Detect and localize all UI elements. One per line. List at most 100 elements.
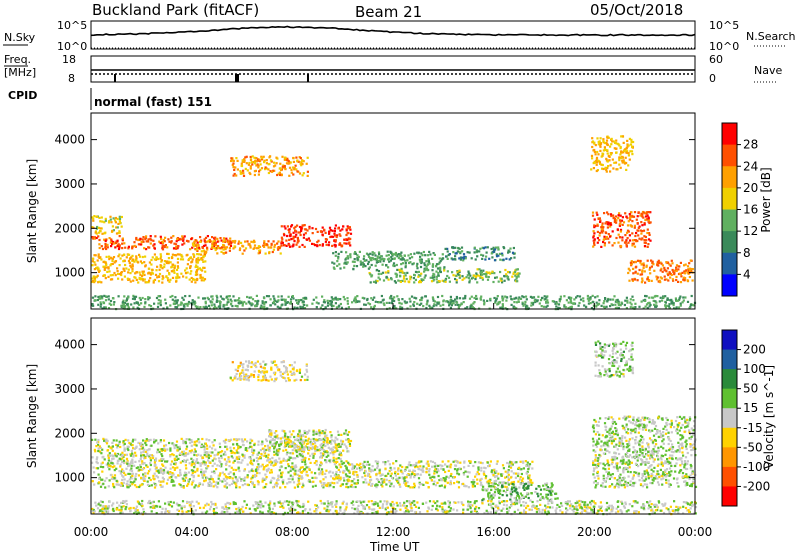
heatmap-cell [292, 237, 295, 240]
heatmap-cell [268, 430, 271, 433]
heatmap-cell [182, 239, 185, 242]
heatmap-cell [99, 465, 102, 468]
heatmap-cell [149, 235, 152, 238]
heatmap-cell [164, 236, 167, 239]
heatmap-cell [506, 270, 510, 274]
heatmap-cell [156, 448, 159, 451]
heatmap-cell [314, 448, 317, 451]
heatmap-cell [333, 474, 336, 477]
heatmap-cell [392, 262, 396, 265]
heatmap-cell [107, 462, 110, 465]
heatmap-cell [247, 360, 251, 363]
heatmap-cell [194, 461, 198, 464]
heatmap-cell [621, 135, 624, 138]
heatmap-cell [94, 299, 97, 302]
heatmap-cell [196, 273, 199, 276]
heatmap-cell [545, 305, 548, 308]
heatmap-cell [479, 276, 482, 279]
heatmap-cell [211, 451, 214, 454]
heatmap-cell [154, 467, 157, 470]
heatmap-cell [175, 240, 178, 243]
heatmap-cell [289, 474, 292, 477]
heatmap-cell [327, 244, 330, 247]
heatmap-cell [635, 218, 638, 221]
heatmap-cell [259, 168, 262, 171]
heatmap-cell [321, 226, 324, 229]
heatmap-cell [289, 481, 292, 484]
heatmap-cell [254, 300, 257, 303]
heatmap-cell [281, 372, 285, 375]
heatmap-cell [135, 236, 138, 240]
heatmap-cell [234, 375, 237, 378]
heatmap-cell [208, 480, 211, 483]
heatmap-cell [601, 222, 604, 225]
heatmap-cell [94, 450, 97, 453]
heatmap-cell [260, 454, 263, 457]
heatmap-cell [425, 306, 428, 310]
heatmap-cell [531, 303, 535, 306]
heatmap-cell [199, 464, 202, 467]
heatmap-cell [172, 454, 175, 457]
heatmap-cell [426, 263, 430, 266]
heatmap-cell [291, 452, 295, 455]
heatmap-cell [364, 265, 367, 268]
heatmap-cell [189, 256, 192, 259]
heatmap-cell [238, 372, 242, 375]
heatmap-cell [140, 442, 143, 445]
heatmap-cell [157, 470, 160, 473]
heatmap-cell [108, 302, 111, 305]
heatmap-cell [610, 137, 613, 140]
heatmap-cell [299, 454, 302, 457]
heatmap-cell [351, 260, 354, 263]
heatmap-cell [220, 250, 223, 253]
heatmap-cell [435, 275, 438, 278]
heatmap-cell [112, 229, 115, 232]
heatmap-cell [632, 299, 635, 302]
heatmap-cell [277, 452, 280, 455]
heatmap-cell [177, 457, 180, 460]
heatmap-cell [193, 278, 196, 281]
heatmap-cell [198, 441, 201, 444]
heatmap-cell [240, 438, 244, 441]
heatmap-cell [138, 448, 141, 451]
heatmap-cell [501, 252, 504, 255]
heatmap-cell [505, 299, 508, 302]
heatmap-cell [257, 457, 260, 460]
heatmap-cell [291, 475, 294, 478]
heatmap-cell [242, 444, 245, 447]
heatmap-cell [653, 303, 656, 306]
heatmap-cell [648, 221, 651, 225]
heatmap-cell [292, 297, 295, 300]
heatmap-cell [351, 301, 354, 304]
heatmap-cell [139, 237, 142, 240]
heatmap-cell [188, 478, 191, 481]
heatmap-cell [612, 298, 615, 301]
heatmap-cell [144, 264, 147, 267]
heatmap-cell [639, 261, 642, 264]
heatmap-cell [377, 259, 380, 262]
heatmap-cell [239, 445, 242, 449]
heatmap-cell [439, 266, 442, 269]
heatmap-cell [359, 260, 362, 263]
heatmap-cell [600, 245, 603, 248]
heatmap-cell [265, 438, 268, 441]
heatmap-cell [442, 257, 445, 260]
heatmap-cell [374, 257, 377, 261]
heatmap-cell [172, 269, 175, 272]
heatmap-cell [313, 442, 317, 445]
heatmap-cell [408, 257, 411, 260]
heatmap-cell [289, 233, 292, 236]
heatmap-cell [370, 297, 373, 300]
heatmap-cell [103, 238, 106, 241]
heatmap-cell [507, 251, 510, 254]
heatmap-cell [261, 477, 265, 480]
heatmap-cell [334, 460, 337, 463]
heatmap-cell [517, 275, 520, 278]
heatmap-cell [456, 297, 459, 300]
heatmap-cell [516, 280, 519, 283]
heatmap-cell [323, 482, 326, 485]
heatmap-cell [202, 260, 205, 263]
freq-left-label: Freq. [4, 53, 31, 66]
heatmap-cell [503, 279, 506, 282]
